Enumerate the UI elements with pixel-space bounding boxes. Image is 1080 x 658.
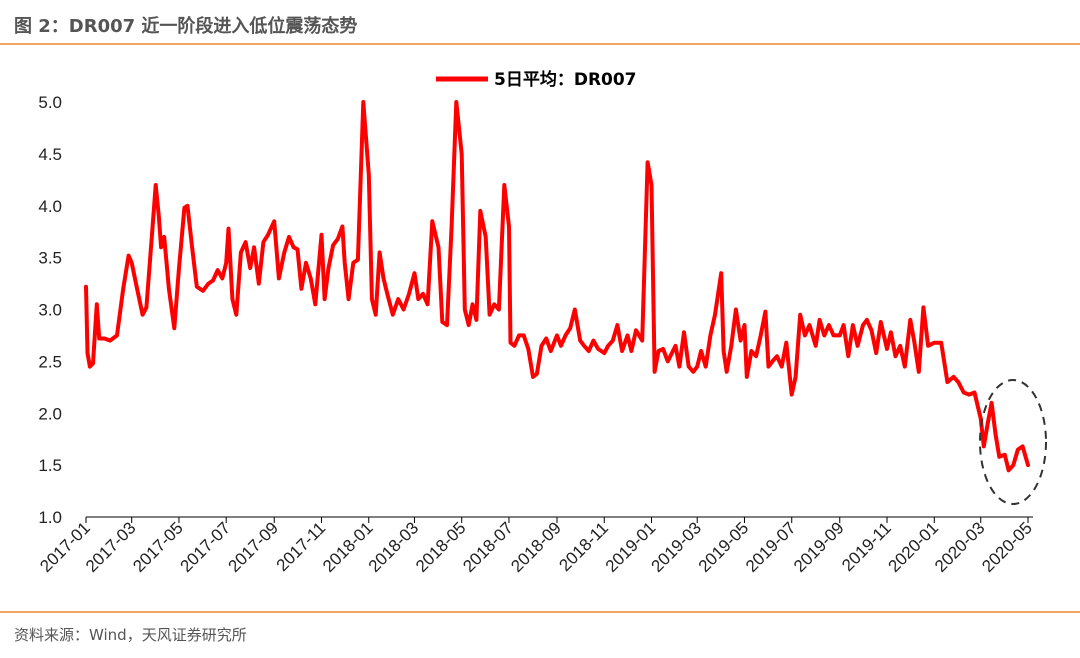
y-axis: 1.0 1.5 2.0 2.5 3.0 3.5 4.0 4.5 5.0 (38, 93, 62, 527)
y-tick-label: 1.5 (38, 456, 62, 475)
y-tick-label: 2.0 (38, 404, 62, 423)
y-tick-label: 3.0 (38, 301, 62, 320)
top-divider (0, 43, 1080, 45)
x-tick-label: 2019-11 (838, 518, 895, 575)
series-group (84, 100, 1030, 473)
x-tick-label: 2020-03 (931, 518, 989, 576)
x-tick-label: 2019-03 (647, 518, 705, 576)
x-tick-label: 2019-07 (742, 518, 800, 576)
figure-title: 图 2：DR007 近一阶段进入低位震荡态势 (14, 16, 358, 37)
x-tick-label: 2018-07 (459, 518, 517, 576)
series-line (84, 100, 1030, 473)
x-tick-label: 2018-11 (555, 518, 612, 575)
x-tick-label: 2018-09 (507, 518, 565, 576)
x-tick-label: 2017-11 (273, 518, 330, 575)
x-tick-label: 2017-01 (36, 518, 94, 576)
y-tick-label: 4.0 (38, 197, 62, 216)
x-tick-label: 2020-05 (978, 518, 1036, 576)
x-tick-label: 2019-09 (790, 518, 848, 576)
highlight-ellipse (979, 379, 1047, 505)
y-tick-label: 5.0 (38, 93, 62, 112)
x-tick-label: 2017-03 (82, 518, 140, 576)
source-note: 资料来源：Wind，天风证券研究所 (14, 626, 247, 644)
x-tick-label: 2017-07 (176, 518, 234, 576)
x-tick-label: 2017-05 (129, 518, 187, 576)
chart-legend: 5日平均：DR007 (436, 69, 637, 90)
x-tick-label: 2020-01 (885, 518, 943, 576)
legend-label: 5日平均：DR007 (494, 69, 637, 90)
x-tick-label: 2018-01 (319, 518, 377, 576)
line-chart: 5日平均：DR007 1.0 1.5 2.0 2.5 3.0 3.5 4.0 4.5 5.0 2… (36, 69, 1047, 576)
x-tick-label: 2019-05 (695, 518, 753, 576)
x-tick-label: 2019-01 (602, 518, 660, 576)
y-tick-label: 1.0 (38, 508, 62, 527)
bottom-divider (0, 611, 1080, 613)
x-axis: 2017-012017-032017-052017-072017-092017-… (36, 516, 1036, 576)
y-tick-label: 3.5 (38, 249, 62, 268)
x-tick-label: 2018-05 (412, 518, 470, 576)
y-tick-label: 2.5 (38, 352, 62, 371)
x-tick-label: 2017-09 (225, 518, 283, 576)
y-tick-label: 4.5 (38, 145, 62, 164)
x-tick-label: 2018-03 (365, 518, 423, 576)
